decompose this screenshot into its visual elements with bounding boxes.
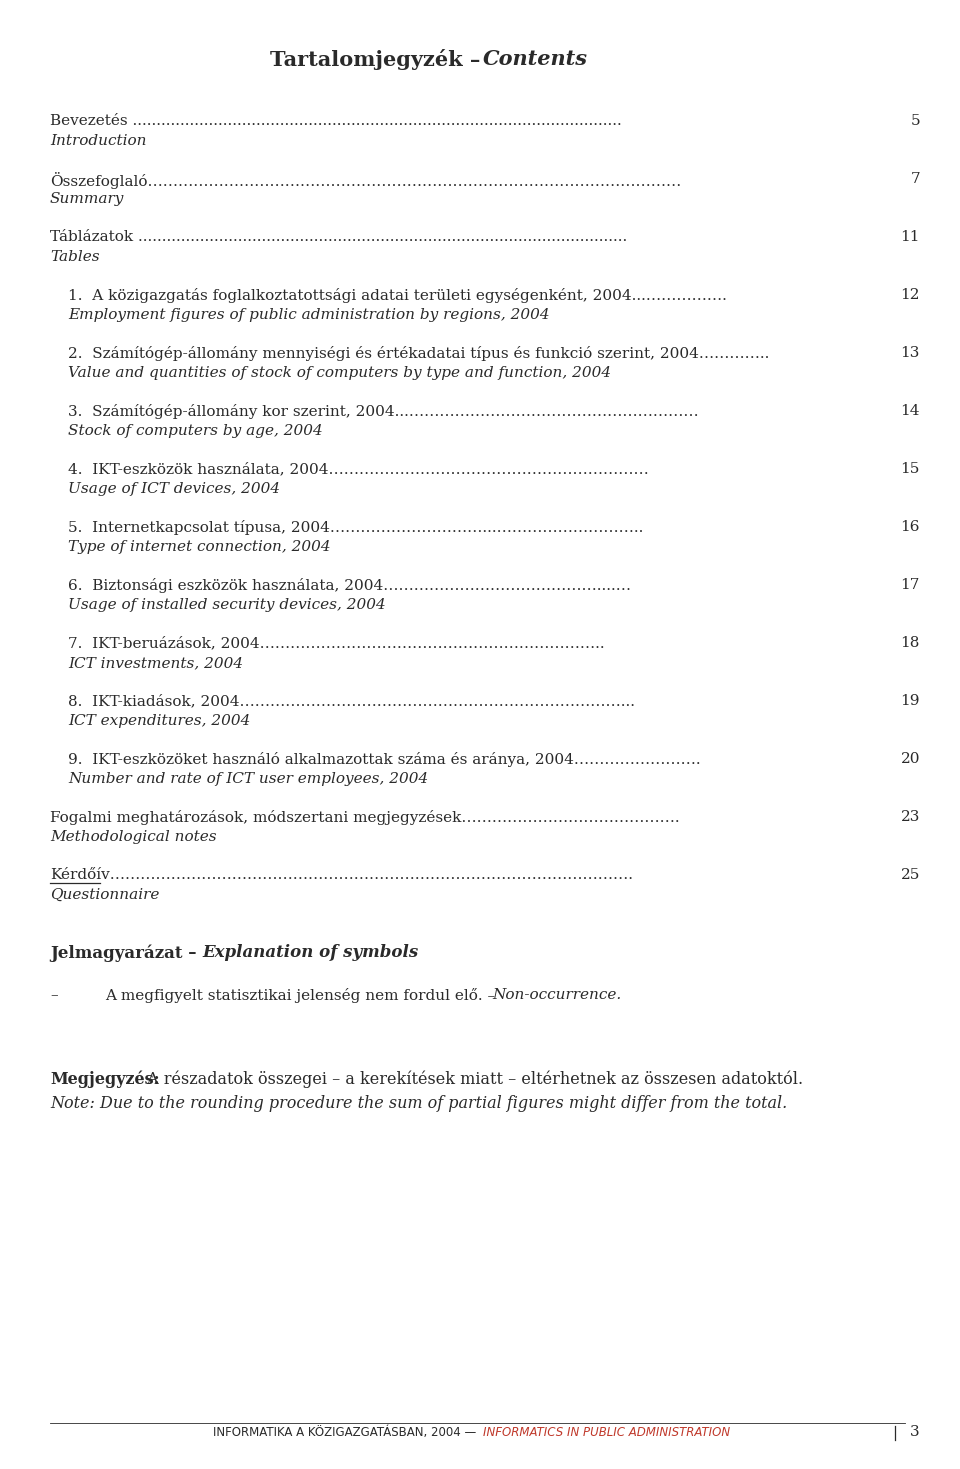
- Text: 11: 11: [900, 231, 920, 244]
- Text: Tables: Tables: [50, 250, 100, 264]
- Text: Megjegyzés:: Megjegyzés:: [50, 1069, 159, 1087]
- Text: 7.  IKT-beruázások, 2004…………………………………………………………..: 7. IKT-beruázások, 2004………………………………………………: [68, 636, 605, 649]
- Text: Kérdőív………………………………………………………………………………………….: Kérdőív…………………………………………………………………………………………: [50, 868, 633, 881]
- Text: 3.  Számítógép-állomány kor szerint, 2004...…………………………………………………: 3. Számítógép-állomány kor szerint, 2004…: [68, 404, 699, 419]
- Text: 23: 23: [900, 809, 920, 824]
- Text: 2.  Számítógép-állomány mennyiségi és értékadatai típus és funkció szerint, 2004: 2. Számítógép-állomány mennyiségi és ért…: [68, 347, 769, 361]
- Text: A részadatok összegei – a kerekítések miatt – eltérhetnek az összesen adatoktól.: A részadatok összegei – a kerekítések mi…: [142, 1069, 804, 1087]
- Text: 13: 13: [900, 347, 920, 360]
- Text: 5: 5: [910, 115, 920, 128]
- Text: 18: 18: [900, 636, 920, 649]
- Text: Methodological notes: Methodological notes: [50, 830, 217, 845]
- Text: Value and quantities of stock of computers by type and function, 2004: Value and quantities of stock of compute…: [68, 366, 612, 380]
- Text: Summary: Summary: [50, 192, 125, 206]
- Text: Note: Due to the rounding procedure the sum of partial figures might differ from: Note: Due to the rounding procedure the …: [50, 1094, 787, 1112]
- Text: 17: 17: [900, 577, 920, 592]
- Text: A megfigyelt statisztikai jelenség nem fordul elő. –: A megfigyelt statisztikai jelenség nem f…: [105, 989, 500, 1003]
- Text: Összefoglaló……………………………………………………………………………………………: Összefoglaló……………………………………………………………………………: [50, 172, 682, 190]
- Text: Contents: Contents: [483, 48, 588, 69]
- Text: Fogalmi meghatározások, módszertani megjegyzések…………………………………….: Fogalmi meghatározások, módszertani megj…: [50, 809, 680, 826]
- Text: Explanation of symbols: Explanation of symbols: [202, 945, 419, 961]
- Text: Introduction: Introduction: [50, 134, 147, 148]
- Text: 15: 15: [900, 461, 920, 476]
- Text: INFORMATICS IN PUBLIC ADMINISTRATION: INFORMATICS IN PUBLIC ADMINISTRATION: [483, 1426, 731, 1440]
- Text: Bevezetés ......................................................................: Bevezetés ..............................…: [50, 115, 622, 128]
- Text: 8.  IKT-kiadások, 2004…………………………………………………………………...: 8. IKT-kiadások, 2004……………………………………………………: [68, 693, 635, 708]
- Text: 20: 20: [900, 752, 920, 765]
- Text: Non-occurrence.: Non-occurrence.: [492, 989, 621, 1002]
- Text: INFORMATIKA A KÖZIGAZGATÁSBAN, 2004 —: INFORMATIKA A KÖZIGAZGATÁSBAN, 2004 —: [213, 1426, 480, 1440]
- Text: Employment figures of public administration by regions, 2004: Employment figures of public administrat…: [68, 308, 550, 322]
- Text: Questionnaire: Questionnaire: [50, 887, 159, 902]
- Text: 6.  Biztonsági eszközök használata, 2004……………………………………....…: 6. Biztonsági eszközök használata, 2004……: [68, 577, 631, 593]
- Text: Usage of ICT devices, 2004: Usage of ICT devices, 2004: [68, 482, 280, 497]
- Text: 3: 3: [910, 1425, 920, 1440]
- Text: –: –: [50, 989, 58, 1002]
- Text: Táblázatok .....................................................................: Táblázatok .............................…: [50, 231, 627, 244]
- Text: ICT expenditures, 2004: ICT expenditures, 2004: [68, 714, 251, 729]
- Text: 4.  IKT-eszközök használata, 2004………………………………………………………: 4. IKT-eszközök használata, 2004………………………: [68, 461, 649, 476]
- Text: 19: 19: [900, 693, 920, 708]
- Text: Stock of computers by age, 2004: Stock of computers by age, 2004: [68, 425, 323, 438]
- Text: 7: 7: [910, 172, 920, 187]
- Text: 12: 12: [900, 288, 920, 303]
- Text: Jelmagyarázat –: Jelmagyarázat –: [50, 945, 203, 962]
- Text: Number and rate of ICT user employees, 2004: Number and rate of ICT user employees, 2…: [68, 773, 428, 786]
- Text: 14: 14: [900, 404, 920, 419]
- Text: 5.  Internetkapcsolat típusa, 2004…………………………...………………………..: 5. Internetkapcsolat típusa, 2004……………………: [68, 520, 643, 535]
- Text: Type of internet connection, 2004: Type of internet connection, 2004: [68, 541, 330, 554]
- Text: Tartalomjegyzék –: Tartalomjegyzék –: [270, 48, 480, 71]
- Text: 9.  IKT-eszközöket használó alkalmazottak száma és aránya, 2004…………………….: 9. IKT-eszközöket használó alkalmazottak…: [68, 752, 701, 767]
- Text: 1.  A közigazgatás foglalkoztatottsági adatai területi egységenként, 2004...…………: 1. A közigazgatás foglalkoztatottsági ad…: [68, 288, 727, 303]
- Text: 16: 16: [900, 520, 920, 535]
- Text: ICT investments, 2004: ICT investments, 2004: [68, 657, 243, 670]
- Text: 25: 25: [900, 868, 920, 881]
- Text: Usage of installed security devices, 2004: Usage of installed security devices, 200…: [68, 598, 386, 613]
